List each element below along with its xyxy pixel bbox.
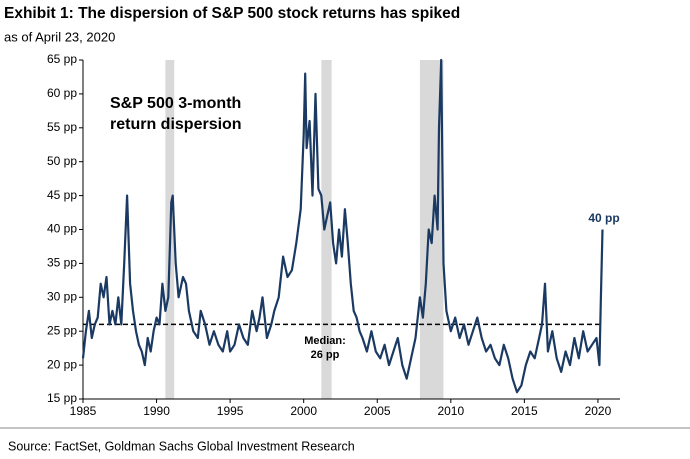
x-tick-label: 2020 [585,404,612,418]
inset-label: return dispersion [110,116,242,133]
x-tick-label: 1985 [70,404,97,418]
x-tick-label: 2015 [511,404,538,418]
source: Source: FactSet, Goldman Sachs Global In… [8,439,355,453]
x-tick-label: 2010 [437,404,464,418]
end-label: 40 pp [588,211,619,225]
x-tick-label: 2005 [364,404,391,418]
y-tick-label: 60 pp [47,86,77,100]
y-tick-label: 50 pp [47,154,77,168]
chart-subtitle: as of April 23, 2020 [4,29,115,44]
inset-label: S&P 500 3-month [110,95,241,112]
x-tick-label: 2000 [290,404,317,418]
plot: 15 pp 20 pp 25 pp 30 pp 35 pp 40 pp 45 pp 50 pp… [47,52,620,418]
y-tick-label: 40 pp [47,222,77,236]
median-label: 26 pp [311,349,340,361]
y-tick-label: 55 pp [47,120,77,134]
x-tick-label: 1995 [217,404,244,418]
median-label: Median: [304,335,346,347]
y-tick-label: 25 pp [47,323,77,337]
y-tick-label: 15 pp [47,391,77,405]
y-tick-label: 30 pp [47,289,77,303]
data-line [81,58,604,394]
x-tick-label: 1990 [143,404,170,418]
y-tick-label: 45 pp [47,188,77,202]
recession-band [321,60,332,399]
y-tick-label: 20 pp [47,357,77,371]
y-tick-label: 35 pp [47,256,77,270]
y-tick-label: 65 pp [47,52,77,66]
chart-title: Exhibit 1: The dispersion of S&P 500 sto… [4,5,460,22]
